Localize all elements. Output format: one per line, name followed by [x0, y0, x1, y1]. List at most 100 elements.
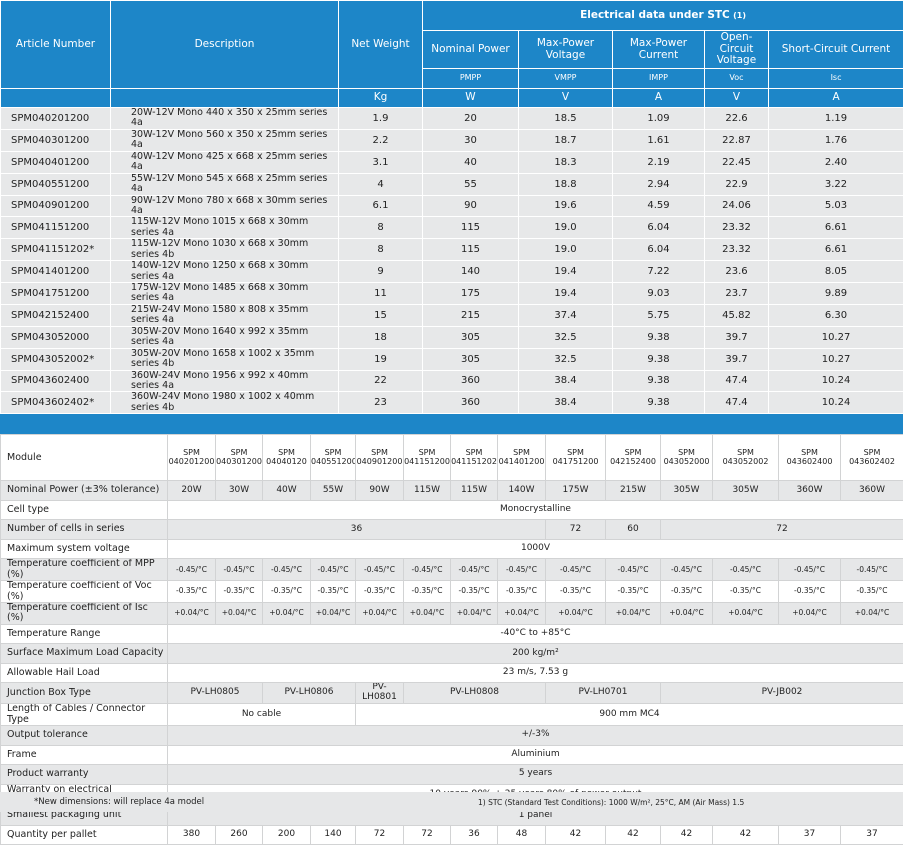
spec-cell: +0.04/°C [498, 603, 546, 625]
spec-row: Output tolerance+/-3% [1, 726, 903, 746]
product-cell: 10.24 [769, 370, 903, 392]
spec-cell: -0.45/°C [451, 559, 498, 581]
spec-cell: 23 m/s, 7.53 g [168, 663, 903, 683]
spec-cell: +0.04/°C [779, 603, 841, 625]
spec-cell: -0.45/°C [356, 559, 404, 581]
spec-cell: +0.04/°C [661, 603, 713, 625]
spec-cell: -0.45/°C [841, 559, 903, 581]
product-cell: 1.76 [769, 129, 903, 151]
spec-cell: No cable [168, 704, 356, 726]
spec-cell: 115W [404, 481, 451, 501]
row-label: Length of Cables / Connector Type [1, 704, 168, 726]
model-cell: SPM 041151202 [451, 435, 498, 481]
product-cell: SPM040201200 [1, 108, 111, 130]
group-note: (1) [733, 11, 746, 20]
product-cell: 47.4 [705, 370, 769, 392]
spec-cell: 36 [168, 520, 546, 540]
product-cell: 2.40 [769, 151, 903, 173]
product-cell: 9.38 [613, 392, 705, 414]
spec-cell: -0.45/°C [263, 559, 311, 581]
spec-cell: 900 mm MC4 [356, 704, 903, 726]
row-label: Allowable Hail Load [1, 663, 168, 683]
unit-cell: V [705, 89, 769, 108]
product-cell: 18.7 [519, 129, 613, 151]
spec-cell: 36 [451, 825, 498, 845]
spec-cell: -0.35/°C [311, 581, 356, 603]
spec-cell: -0.45/°C [779, 559, 841, 581]
spec-cell: -0.45/°C [404, 559, 451, 581]
header-cell: Max-Power Current [613, 31, 705, 69]
spec-cell: +/-3% [168, 726, 903, 746]
header-cell: Short-Circuit Current [769, 31, 903, 69]
product-cell: 215 [423, 304, 519, 326]
group-title: Electrical data under STC [580, 9, 730, 21]
product-cell: 115 [423, 217, 519, 239]
product-cell: 40W-12V Mono 425 x 668 x 25mm series 4a [111, 151, 339, 173]
product-cell: 23.7 [705, 283, 769, 305]
product-cell: 305 [423, 326, 519, 348]
model-cell: SPM 043602400 [779, 435, 841, 481]
product-cell: SPM041151202* [1, 239, 111, 261]
spec-cell: +0.04/°C [216, 603, 263, 625]
product-cell: 23 [339, 392, 423, 414]
product-cell: 19.0 [519, 217, 613, 239]
spec-cell: -0.45/°C [498, 559, 546, 581]
spec-cell: 42 [546, 825, 606, 845]
row-label: Temperature coefficient of Isc (%) [1, 603, 168, 625]
unit-cell: A [613, 89, 705, 108]
spec-cell: -0.35/°C [356, 581, 404, 603]
unit-cell: V [519, 89, 613, 108]
product-cell: 9 [339, 261, 423, 283]
product-cell: SPM040551200 [1, 173, 111, 195]
divider-band [0, 414, 903, 434]
model-cell: SPM 041151200 [404, 435, 451, 481]
product-cell: 37.4 [519, 304, 613, 326]
group-header: Electrical data under STC (1) [423, 1, 903, 31]
table-header: Article Number Description Net Weight El… [1, 1, 903, 108]
product-table: Article Number Description Net Weight El… [0, 0, 903, 414]
spec-cell: -0.35/°C [263, 581, 311, 603]
product-cell: 10.24 [769, 392, 903, 414]
footer-note: *New dimensions: will replace 4a model [34, 797, 204, 807]
spec-cell: PV-LH0806 [263, 683, 356, 704]
spec-cell: 55W [311, 481, 356, 501]
product-cell: SPM040901200 [1, 195, 111, 217]
spec-cell: PV-LH0801 [356, 683, 404, 704]
spec-cell: 200 kg/m² [168, 644, 903, 664]
row-label: Frame [1, 745, 168, 765]
spec-cell: PV-LH0808 [404, 683, 546, 704]
spec-cell: 5 years [168, 765, 903, 785]
product-cell: 39.7 [705, 348, 769, 370]
product-row: SPM043602402*360W-24V Mono 1980 x 1002 x… [1, 392, 903, 414]
spec-cell: 360W [841, 481, 903, 501]
spec-cell: 90W [356, 481, 404, 501]
spec-cell: -0.35/°C [841, 581, 903, 603]
spec-row: Temperature coefficient of Isc (%) +0.04/… [1, 603, 903, 625]
spec-cell: -0.45/°C [606, 559, 661, 581]
product-cell: 360W-24V Mono 1980 x 1002 x 40mm series … [111, 392, 339, 414]
spec-cell: 360W [779, 481, 841, 501]
spec-cell: +0.04/°C [606, 603, 661, 625]
symbol-cell: Isc [769, 69, 903, 89]
product-cell: 23.32 [705, 239, 769, 261]
product-cell: 215W-24V Mono 1580 x 808 x 35mm series 4… [111, 304, 339, 326]
unit-cell: Kg [339, 89, 423, 108]
model-cell: SPM 043052000 [661, 435, 713, 481]
symbol-cell: IMPP [613, 69, 705, 89]
footer: *New dimensions: will replace 4a model 1… [0, 792, 903, 812]
product-cell: 47.4 [705, 392, 769, 414]
product-cell: 90 [423, 195, 519, 217]
product-cell: 360W-24V Mono 1956 x 992 x 40mm series 4… [111, 370, 339, 392]
header-row: Article Number Description Net Weight El… [1, 1, 903, 31]
spec-cell: 72 [356, 825, 404, 845]
spec-cell: -40°C to +85°C [168, 624, 903, 644]
product-cell: 22 [339, 370, 423, 392]
